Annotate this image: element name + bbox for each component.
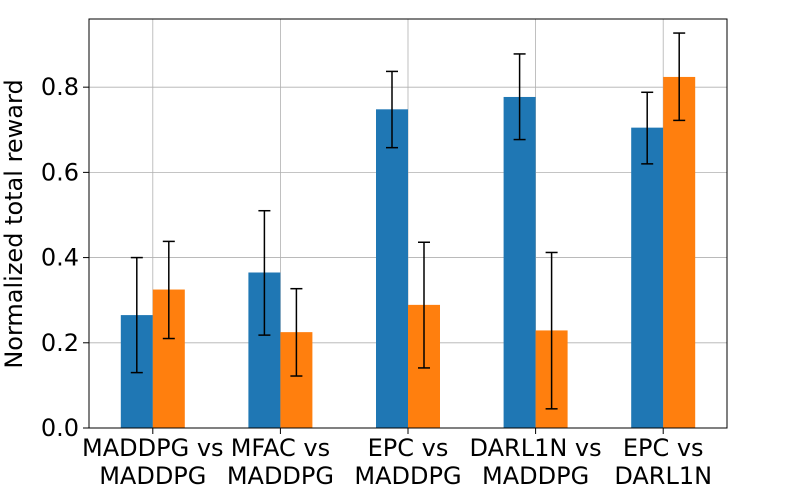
bar (631, 127, 664, 428)
x-tick-label: MADDPG (227, 462, 334, 486)
x-tick-label: MADDPG (99, 462, 206, 486)
x-tick-label: EPC vs (623, 434, 704, 462)
y-axis-label: Normalized total reward (0, 79, 28, 368)
error-bars (130, 32, 686, 410)
y-tick-label: 0.2 (41, 329, 79, 357)
bar (503, 96, 536, 428)
x-tick-label: DARL1N (614, 462, 712, 486)
x-tick-label: MADDPG vs (82, 434, 224, 462)
y-tick-label: 0.6 (41, 158, 79, 186)
x-tick-label: DARL1N vs (470, 434, 602, 462)
bar (663, 76, 696, 429)
y-tick-label: 0.4 (41, 244, 79, 272)
x-tick-label: EPC vs (368, 434, 449, 462)
y-tick-label: 0.0 (41, 414, 79, 442)
bars (120, 76, 696, 429)
y-tick-label: 0.8 (41, 73, 79, 101)
x-tick-label: MFAC vs (231, 434, 330, 462)
x-tick-label: MADDPG (482, 462, 589, 486)
x-tick-label: MADDPG (354, 462, 461, 486)
bar (376, 109, 408, 428)
